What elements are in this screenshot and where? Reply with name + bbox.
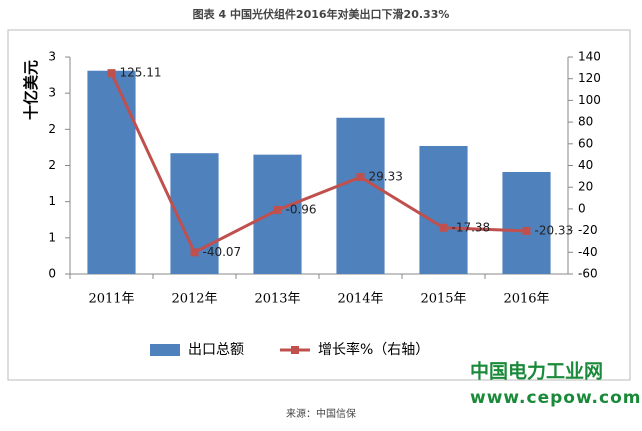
line-marker xyxy=(107,69,116,78)
watermark-title: 中国电力工业网 xyxy=(470,360,603,383)
bar xyxy=(336,117,385,274)
y2-tick-label: 20 xyxy=(578,180,593,194)
source-note: 来源：中国信保 xyxy=(286,407,356,420)
y2-tick-label: 120 xyxy=(578,71,601,85)
y2-tick-label: 60 xyxy=(578,136,593,150)
y2-tick-label: -20 xyxy=(578,223,598,237)
bar xyxy=(253,154,302,274)
x-tick-label: 2016年 xyxy=(503,292,549,307)
data-label: 29.33 xyxy=(369,170,403,184)
y-tick-label: 3 xyxy=(48,50,56,64)
y2-tick-label: 100 xyxy=(578,93,601,107)
y2-tick-label: 140 xyxy=(578,50,601,64)
bar xyxy=(419,145,468,274)
y2-tick-label: -40 xyxy=(578,245,598,259)
line-marker xyxy=(356,173,365,182)
x-tick-label: 2012年 xyxy=(171,292,217,307)
y-tick-label: 1 xyxy=(48,194,56,208)
line-marker xyxy=(439,223,448,232)
y-axis-label: 十亿美元 xyxy=(22,60,40,120)
y-tick-label: 0 xyxy=(48,267,56,281)
legend-label: 增长率%（右轴） xyxy=(318,341,429,358)
data-label: -0.96 xyxy=(286,202,317,216)
y2-tick-label: 80 xyxy=(578,115,593,129)
legend-label: 出口总额 xyxy=(188,342,244,358)
y2-tick-label: 40 xyxy=(578,158,593,172)
bar xyxy=(87,70,136,274)
data-label: -20.33 xyxy=(535,223,574,237)
chart-title: 图表 4 中国光伏组件2016年对美出口下滑20.33% xyxy=(193,7,450,21)
line-marker xyxy=(273,205,282,214)
x-tick-label: 2014年 xyxy=(337,292,383,307)
line-marker xyxy=(190,248,199,257)
y-tick-label: 2 xyxy=(48,122,56,136)
watermark-url: www.cepow.com xyxy=(470,388,642,408)
y2-tick-label: -60 xyxy=(578,267,598,281)
line xyxy=(110,72,527,255)
y-tick-label: 1 xyxy=(48,230,56,244)
data-label: 125.11 xyxy=(120,66,162,80)
data-label: -40.07 xyxy=(203,245,242,259)
line-marker xyxy=(522,226,531,235)
x-tick-label: 2015年 xyxy=(420,292,466,307)
legend-swatch xyxy=(291,346,299,354)
y2-tick-label: 0 xyxy=(578,201,586,215)
y-tick-label: 2 xyxy=(48,158,56,172)
x-tick-label: 2011年 xyxy=(88,292,134,307)
data-label: -17.38 xyxy=(452,220,491,234)
bar xyxy=(502,172,551,274)
x-tick-label: 2013年 xyxy=(254,292,300,307)
y-tick-label: 3 xyxy=(48,86,56,100)
legend-swatch xyxy=(150,344,180,356)
